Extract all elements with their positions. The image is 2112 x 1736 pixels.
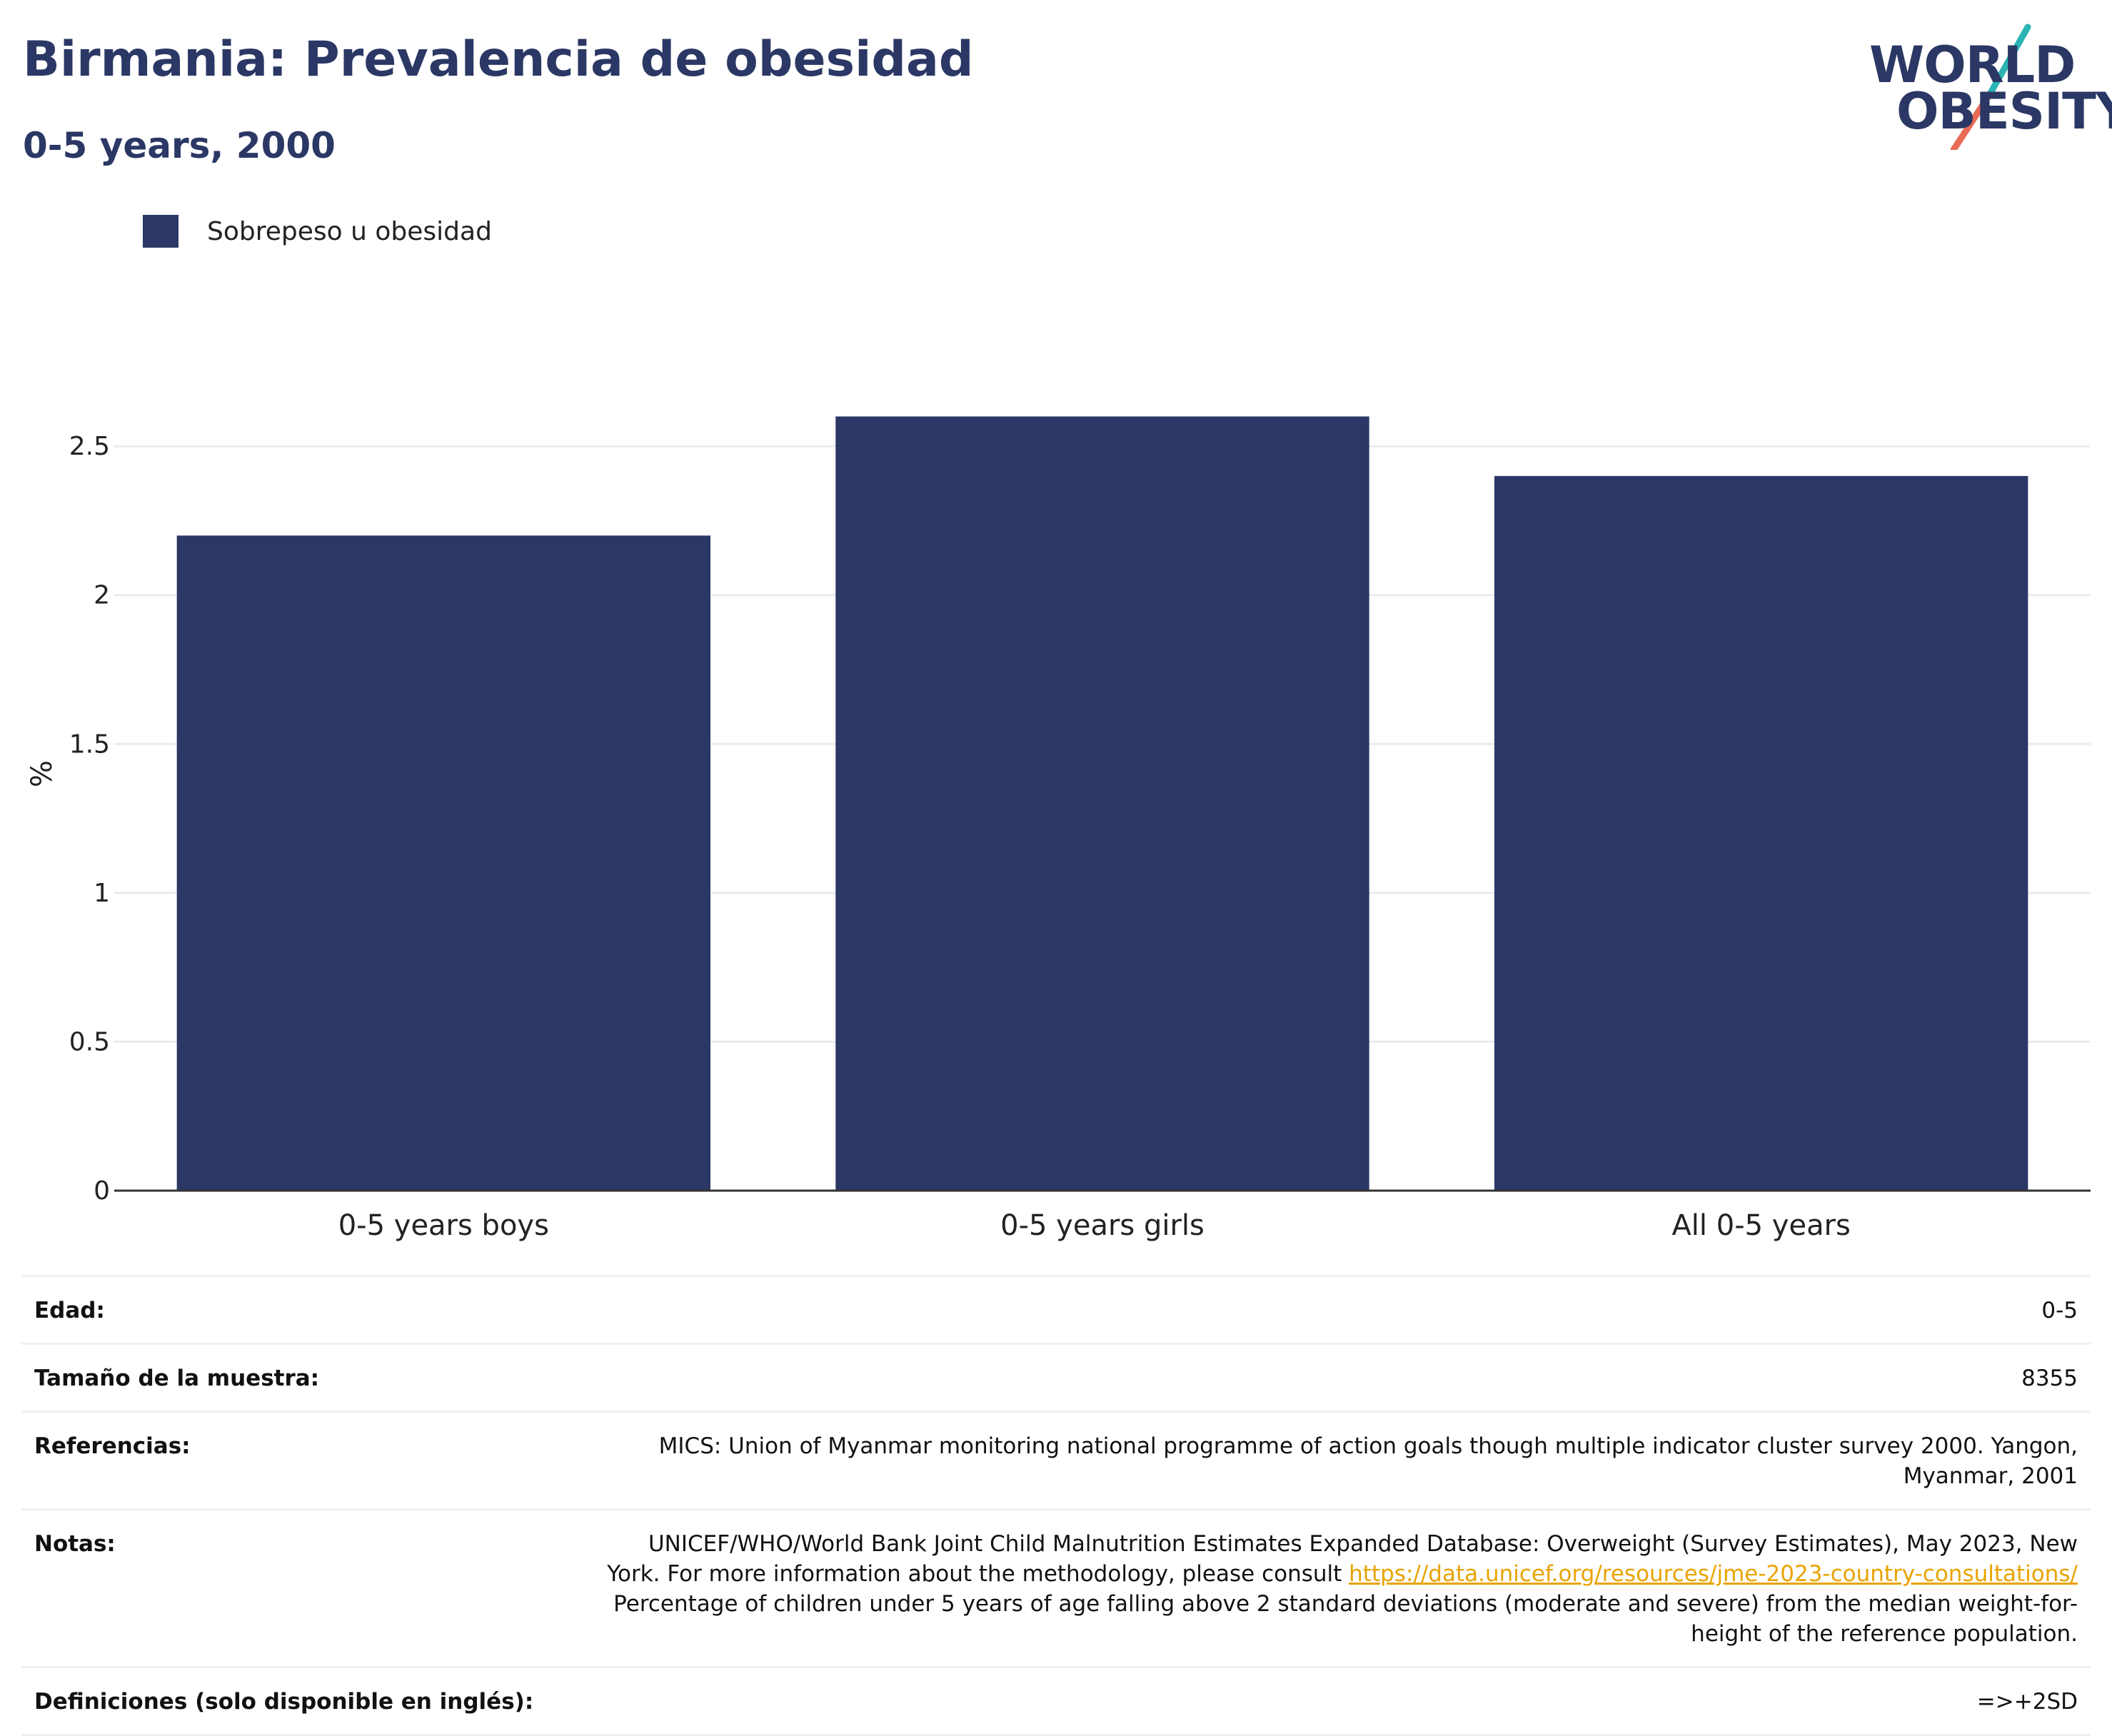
notes-text-after: Percentage of children under 5 years of … (613, 1591, 2078, 1647)
x-tick-label: All 0-5 years (1671, 1209, 1850, 1242)
meta-key: Notas: (34, 1531, 116, 1557)
y-tick-label: 0.5 (69, 1027, 110, 1056)
world-obesity-logo: WORLD OBESITY (1856, 21, 2112, 150)
meta-row-definitions: Definiciones (solo disponible en inglés)… (21, 1668, 2091, 1736)
meta-value: UNICEF/WHO/World Bank Joint Child Malnut… (607, 1529, 2078, 1649)
meta-row-age: Edad: 0-5 (21, 1277, 2091, 1345)
x-tick-label: 0-5 years girls (1000, 1209, 1205, 1242)
y-tick-label: 0 (94, 1176, 110, 1206)
bar (1494, 475, 2028, 1191)
logo-text-line2: OBESITY (1896, 82, 2112, 141)
meta-value: 8355 (2021, 1366, 2078, 1391)
bar (835, 416, 1369, 1191)
legend-swatch (143, 215, 178, 248)
metadata-table: Edad: 0-5 Tamaño de la muestra: 8355 Ref… (21, 1275, 2091, 1736)
logo-text-line1: WORLD (1869, 36, 2076, 94)
meta-row-notes: Notas: UNICEF/WHO/World Bank Joint Child… (21, 1510, 2091, 1668)
chart-subtitle: 0-5 years, 2000 (23, 125, 336, 166)
meta-value: MICS: Union of Myanmar monitoring nation… (658, 1433, 2078, 1489)
meta-key: Definiciones (solo disponible en inglés)… (34, 1689, 534, 1715)
meta-key: Tamaño de la muestra: (34, 1366, 320, 1391)
chart-title: Birmania: Prevalencia de obesidad (23, 31, 974, 88)
meta-value: =>+2SD (1976, 1689, 2078, 1715)
y-tick-label: 2 (94, 581, 110, 610)
legend-label: Sobrepeso u obesidad (207, 216, 492, 246)
x-tick-label: 0-5 years boys (338, 1209, 549, 1242)
meta-key: Referencias: (34, 1433, 191, 1459)
meta-row-references: Referencias: MICS: Union of Myanmar moni… (21, 1413, 2091, 1510)
y-tick-label: 1 (94, 879, 110, 908)
chart-legend: Sobrepeso u obesidad (143, 213, 492, 250)
bar-chart: 0 0.5 1 1.5 2 2.5 0-5 years boys 0-5 years girl… (26, 416, 2091, 1242)
methodology-link[interactable]: https://data.unicef.org/resources/jme-20… (1349, 1561, 2078, 1587)
bar (176, 535, 711, 1191)
logo-slash-icon (1950, 24, 2031, 150)
y-axis-label: % (26, 760, 59, 787)
meta-value: 0-5 (2041, 1298, 2078, 1323)
meta-key: Edad: (34, 1298, 105, 1323)
y-tick-label: 1.5 (69, 730, 110, 759)
notes-text: UNICEF/WHO/World Bank Joint Child Malnut… (607, 1531, 2078, 1587)
meta-row-sample-size: Tamaño de la muestra: 8355 (21, 1345, 2091, 1413)
y-tick-label: 2.5 (69, 432, 110, 461)
